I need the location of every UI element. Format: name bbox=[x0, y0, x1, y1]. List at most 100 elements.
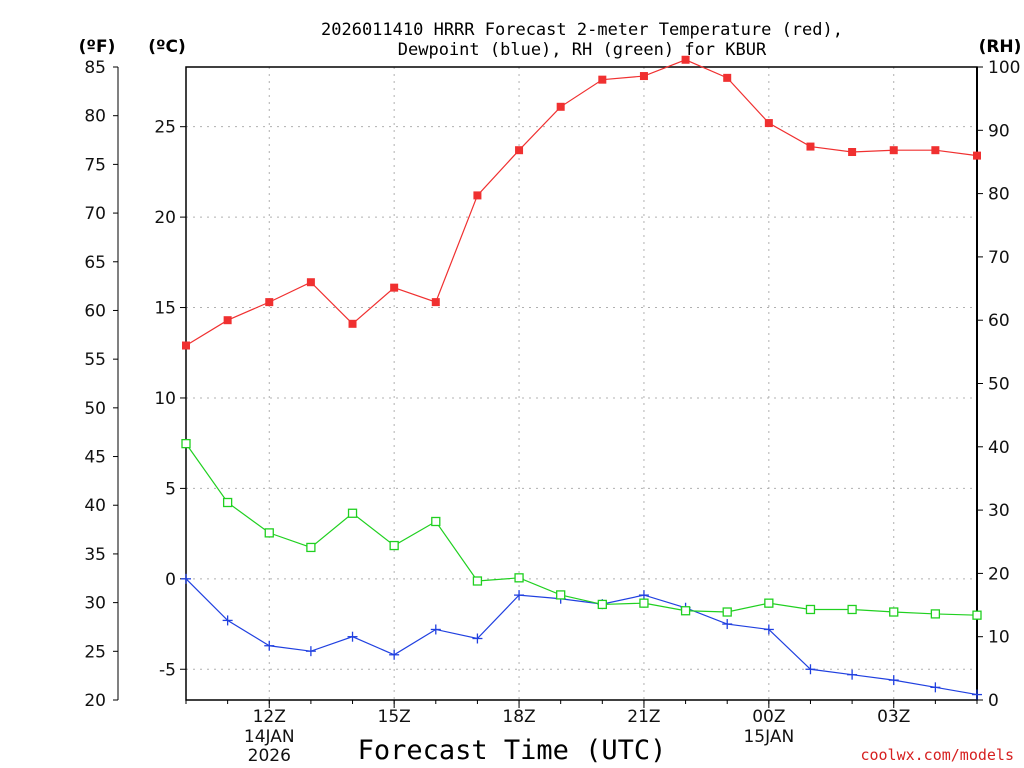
rh-point bbox=[805, 604, 816, 615]
fahrenheit-tick-label: 60 bbox=[84, 301, 106, 321]
rh-tick-label: 40 bbox=[988, 438, 1010, 458]
temperature-point bbox=[764, 119, 773, 128]
rh-tick-label: 0 bbox=[988, 691, 999, 711]
rh-point bbox=[431, 516, 441, 527]
rh-point bbox=[222, 497, 233, 508]
x-tick-label: 18Z bbox=[502, 707, 535, 727]
rh-tick-label: 10 bbox=[988, 628, 1010, 648]
temperature-point bbox=[306, 278, 315, 287]
rh-point bbox=[472, 576, 483, 586]
temperature-point bbox=[556, 102, 565, 111]
temperature-point bbox=[223, 316, 232, 325]
fahrenheit-unit-label: (ºF) bbox=[79, 37, 116, 57]
dewpoint-line bbox=[185, 578, 978, 696]
fahrenheit-tick-label: 20 bbox=[84, 691, 106, 711]
rh-tick-label: 70 bbox=[988, 248, 1010, 268]
dewpoint-series bbox=[181, 573, 982, 700]
dewpoint-point bbox=[805, 664, 816, 675]
celsius-tick-label: 5 bbox=[165, 479, 176, 499]
rh-point bbox=[764, 598, 774, 608]
x-tick-label: 15Z bbox=[378, 707, 411, 727]
dewpoint-point bbox=[264, 640, 275, 651]
rh-point bbox=[847, 604, 857, 615]
dewpoint-point bbox=[638, 590, 649, 601]
rh-point bbox=[722, 607, 732, 617]
x-tick-year-label: 2026 bbox=[248, 746, 291, 766]
fahrenheit-tick-label: 25 bbox=[84, 642, 106, 662]
celsius-tick-label: 25 bbox=[154, 118, 176, 138]
credit-label: coolwx.com/models bbox=[860, 746, 1014, 764]
fahrenheit-tick-label: 85 bbox=[84, 58, 106, 78]
rh-point bbox=[930, 609, 941, 619]
fahrenheit-tick-label: 65 bbox=[84, 253, 106, 273]
x-tick-date-label: 15JAN bbox=[743, 727, 794, 747]
celsius-tick-label: 20 bbox=[154, 208, 176, 228]
chart-title-line-2: Dewpoint (blue), RH (green) for KBUR bbox=[398, 40, 767, 60]
temperature-point bbox=[639, 72, 648, 81]
rh-tick-label: 90 bbox=[988, 121, 1010, 141]
x-axis-title: Forecast Time (UTC) bbox=[358, 735, 667, 766]
rh-point bbox=[639, 598, 649, 608]
rh-point bbox=[389, 540, 399, 551]
fahrenheit-tick-label: 35 bbox=[84, 545, 106, 565]
rh-point bbox=[556, 590, 566, 600]
dewpoint-point bbox=[847, 669, 858, 680]
grid-lines bbox=[186, 67, 977, 700]
temperature-point bbox=[723, 73, 732, 82]
dewpoint-point bbox=[430, 624, 441, 635]
temperature-point bbox=[681, 55, 690, 64]
x-tick-label: 03Z bbox=[877, 707, 910, 727]
temperature-point bbox=[848, 148, 857, 157]
dewpoint-point bbox=[389, 649, 400, 660]
temperature-point bbox=[973, 151, 981, 160]
rh-point bbox=[889, 607, 899, 617]
rh-line bbox=[185, 443, 978, 616]
rh-tick-label: 100 bbox=[988, 58, 1020, 78]
temperature-point bbox=[806, 142, 815, 151]
dewpoint-point bbox=[763, 624, 774, 635]
temperature-point bbox=[889, 146, 898, 155]
axes: -5 0 5 10 15 20 25 20 25 30 35 40 45 50 55 60 65 70 75 80 85… bbox=[84, 58, 1020, 766]
dewpoint-point bbox=[305, 646, 316, 657]
dewpoint-point bbox=[930, 682, 941, 693]
temperature-point bbox=[431, 298, 440, 307]
x-tick-label: 12Z bbox=[253, 707, 286, 727]
temperature-point bbox=[390, 283, 399, 292]
temperature-point bbox=[515, 146, 524, 155]
temperature-point bbox=[473, 191, 482, 200]
rh-tick-label: 60 bbox=[988, 311, 1010, 331]
fahrenheit-tick-label: 80 bbox=[84, 107, 106, 127]
rh-point bbox=[347, 508, 358, 518]
temperature-point bbox=[931, 146, 940, 155]
fahrenheit-tick-label: 75 bbox=[84, 155, 106, 175]
rh-point bbox=[306, 542, 316, 553]
celsius-tick-label: 10 bbox=[154, 389, 176, 409]
rh-point bbox=[597, 599, 607, 610]
temperature-series bbox=[182, 55, 981, 350]
dewpoint-point bbox=[972, 689, 982, 700]
temperature-point bbox=[182, 341, 190, 350]
dewpoint-point bbox=[472, 633, 483, 644]
celsius-tick-label: -5 bbox=[159, 660, 176, 680]
rh-point bbox=[514, 573, 524, 583]
fahrenheit-tick-label: 50 bbox=[84, 399, 106, 419]
x-tick-label: 21Z bbox=[627, 707, 660, 727]
temperature-point bbox=[348, 319, 357, 328]
dewpoint-point bbox=[514, 590, 525, 601]
dewpoint-point bbox=[722, 619, 733, 630]
rh-point bbox=[680, 606, 691, 616]
rh-point bbox=[181, 438, 191, 449]
fahrenheit-tick-label: 40 bbox=[84, 496, 106, 516]
rh-tick-label: 30 bbox=[988, 501, 1010, 521]
dewpoint-point bbox=[222, 615, 233, 626]
dewpoint-point bbox=[347, 631, 358, 642]
fahrenheit-tick-label: 55 bbox=[84, 350, 106, 370]
celsius-unit-label: (ºC) bbox=[148, 37, 186, 57]
temperature-point bbox=[265, 298, 274, 307]
fahrenheit-tick-label: 30 bbox=[84, 594, 106, 614]
dewpoint-point bbox=[888, 675, 899, 686]
fahrenheit-tick-label: 70 bbox=[84, 204, 106, 224]
plot-frame bbox=[185, 66, 978, 701]
rh-unit-label: (RH) bbox=[979, 37, 1022, 57]
